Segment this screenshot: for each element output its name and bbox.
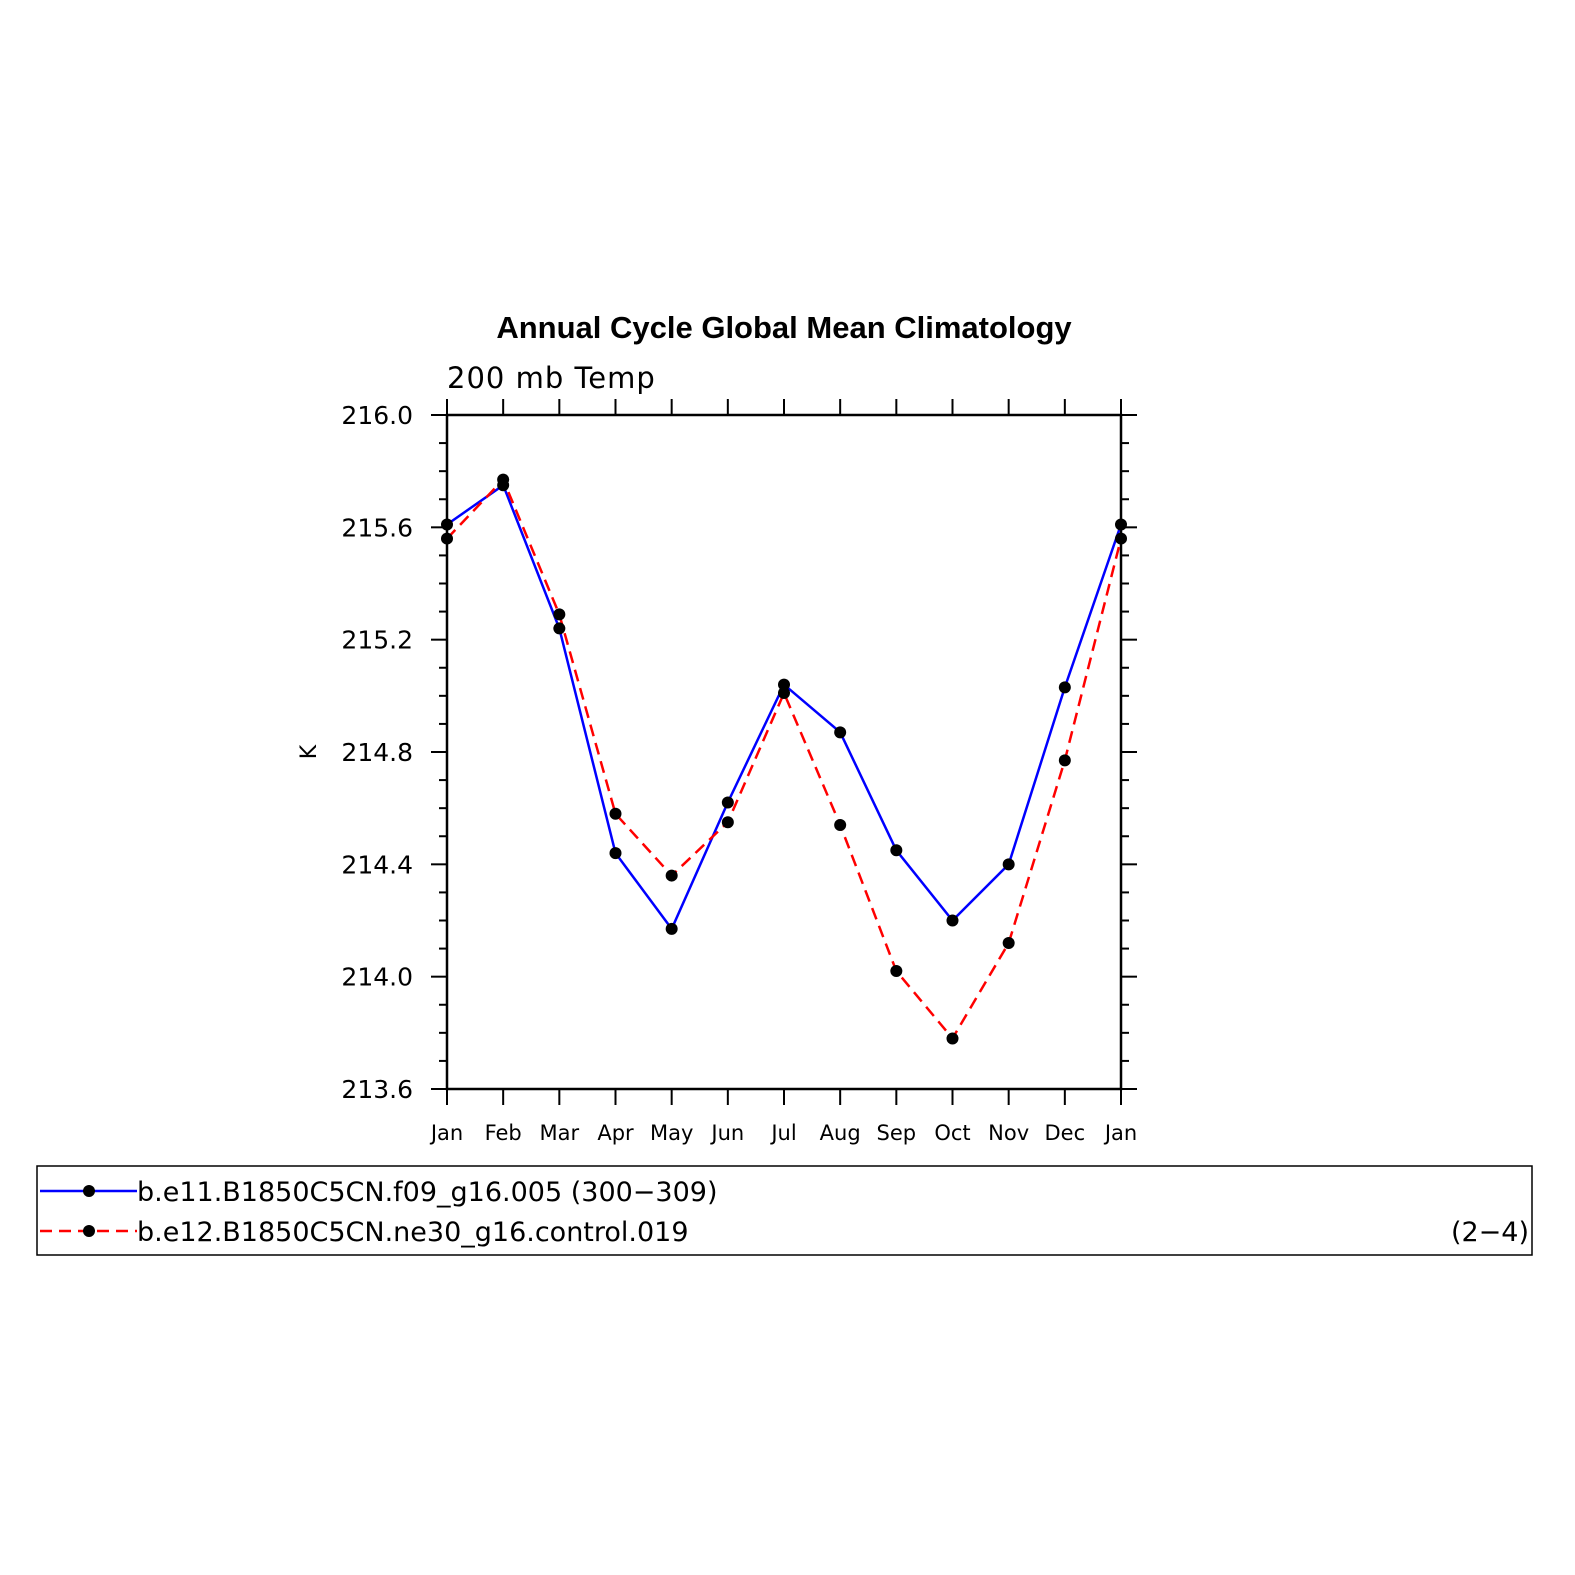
legend-extra-label: (2−4)	[1451, 1217, 1529, 1248]
data-point-series-2	[834, 819, 847, 832]
x-tick-label: Feb	[485, 1121, 522, 1145]
y-tick-label: 214.0	[341, 963, 413, 992]
data-point-series-1	[665, 922, 678, 935]
legend-label-2: b.e12.B1850C5CN.ne30_g16.control.019	[137, 1217, 689, 1248]
chart-subtitle: 200 mb Temp	[447, 361, 656, 395]
data-point-series-1	[890, 844, 903, 857]
data-point-series-2	[778, 687, 790, 700]
data-point-series-2	[553, 608, 566, 621]
data-point-series-2	[497, 473, 510, 486]
data-point-series-2	[890, 965, 903, 978]
x-tick-label: Oct	[934, 1121, 970, 1145]
data-point-series-1	[441, 518, 453, 531]
data-point-series-2	[1058, 754, 1071, 767]
axis-ticks	[431, 399, 1137, 1105]
data-point-series-2	[609, 807, 622, 820]
data-point-series-2	[721, 816, 734, 829]
series-line-2	[446, 477, 1123, 1041]
data-point-series-1	[946, 914, 959, 927]
x-tick-label: Dec	[1045, 1121, 1086, 1145]
data-point-series-1	[553, 622, 566, 635]
series-line-1	[446, 483, 1123, 932]
data-point-series-2	[665, 869, 678, 882]
data-point-series-1	[609, 847, 622, 860]
x-tick-label: Jul	[769, 1121, 796, 1145]
legend-entry-1: b.e11.B1850C5CN.f09_g16.005 (300−309)	[40, 1177, 718, 1208]
x-tick-label: Jun	[709, 1121, 744, 1145]
legend-marker-2	[83, 1225, 95, 1237]
data-point-series-1	[721, 796, 734, 809]
y-tick-label: 215.6	[341, 513, 413, 542]
x-tick-labels: Jan Feb Mar Apr May Jun Jul Aug Sep Oct Nov Dec Jan	[429, 1121, 1137, 1145]
y-tick-label: 213.6	[341, 1075, 413, 1104]
x-tick-label: Mar	[540, 1121, 580, 1145]
x-tick-label: Apr	[597, 1121, 634, 1145]
x-tick-label: Jan	[429, 1121, 463, 1145]
series-markers	[441, 473, 1127, 1045]
x-tick-label: Sep	[877, 1121, 917, 1145]
legend-label-1: b.e11.B1850C5CN.f09_g16.005 (300−309)	[137, 1177, 718, 1208]
plot-frame	[445, 413, 1123, 1091]
y-tick-labels: 213.6 214.0 214.4 214.8 215.2 215.6 216.0	[341, 401, 413, 1104]
y-tick-label: 215.2	[341, 626, 413, 655]
data-point-series-1	[1058, 681, 1071, 694]
data-point-series-1	[834, 726, 847, 739]
x-tick-label: Aug	[820, 1121, 861, 1145]
y-tick-label: 214.8	[341, 738, 413, 767]
y-tick-label: 216.0	[341, 401, 413, 430]
series-lines	[446, 477, 1123, 1041]
y-axis-label: K	[297, 744, 322, 759]
x-tick-label: Nov	[988, 1121, 1029, 1145]
y-tick-label: 214.4	[341, 850, 413, 879]
data-point-series-1	[1002, 858, 1015, 871]
data-point-series-2	[1115, 532, 1127, 545]
data-point-series-1	[1115, 518, 1127, 531]
data-point-series-2	[441, 532, 453, 545]
x-tick-label: Jan	[1103, 1121, 1137, 1145]
legend-box	[36, 1165, 1533, 1256]
data-point-series-1	[778, 678, 790, 691]
data-point-series-2	[1002, 936, 1015, 949]
x-tick-label: May	[650, 1121, 693, 1145]
data-point-series-2	[946, 1032, 959, 1045]
chart-title: Annual Cycle Global Mean Climatology	[496, 310, 1072, 345]
legend-marker-1	[83, 1185, 95, 1197]
legend-entry-2: b.e12.B1850C5CN.ne30_g16.control.019 (2−…	[40, 1217, 1529, 1248]
